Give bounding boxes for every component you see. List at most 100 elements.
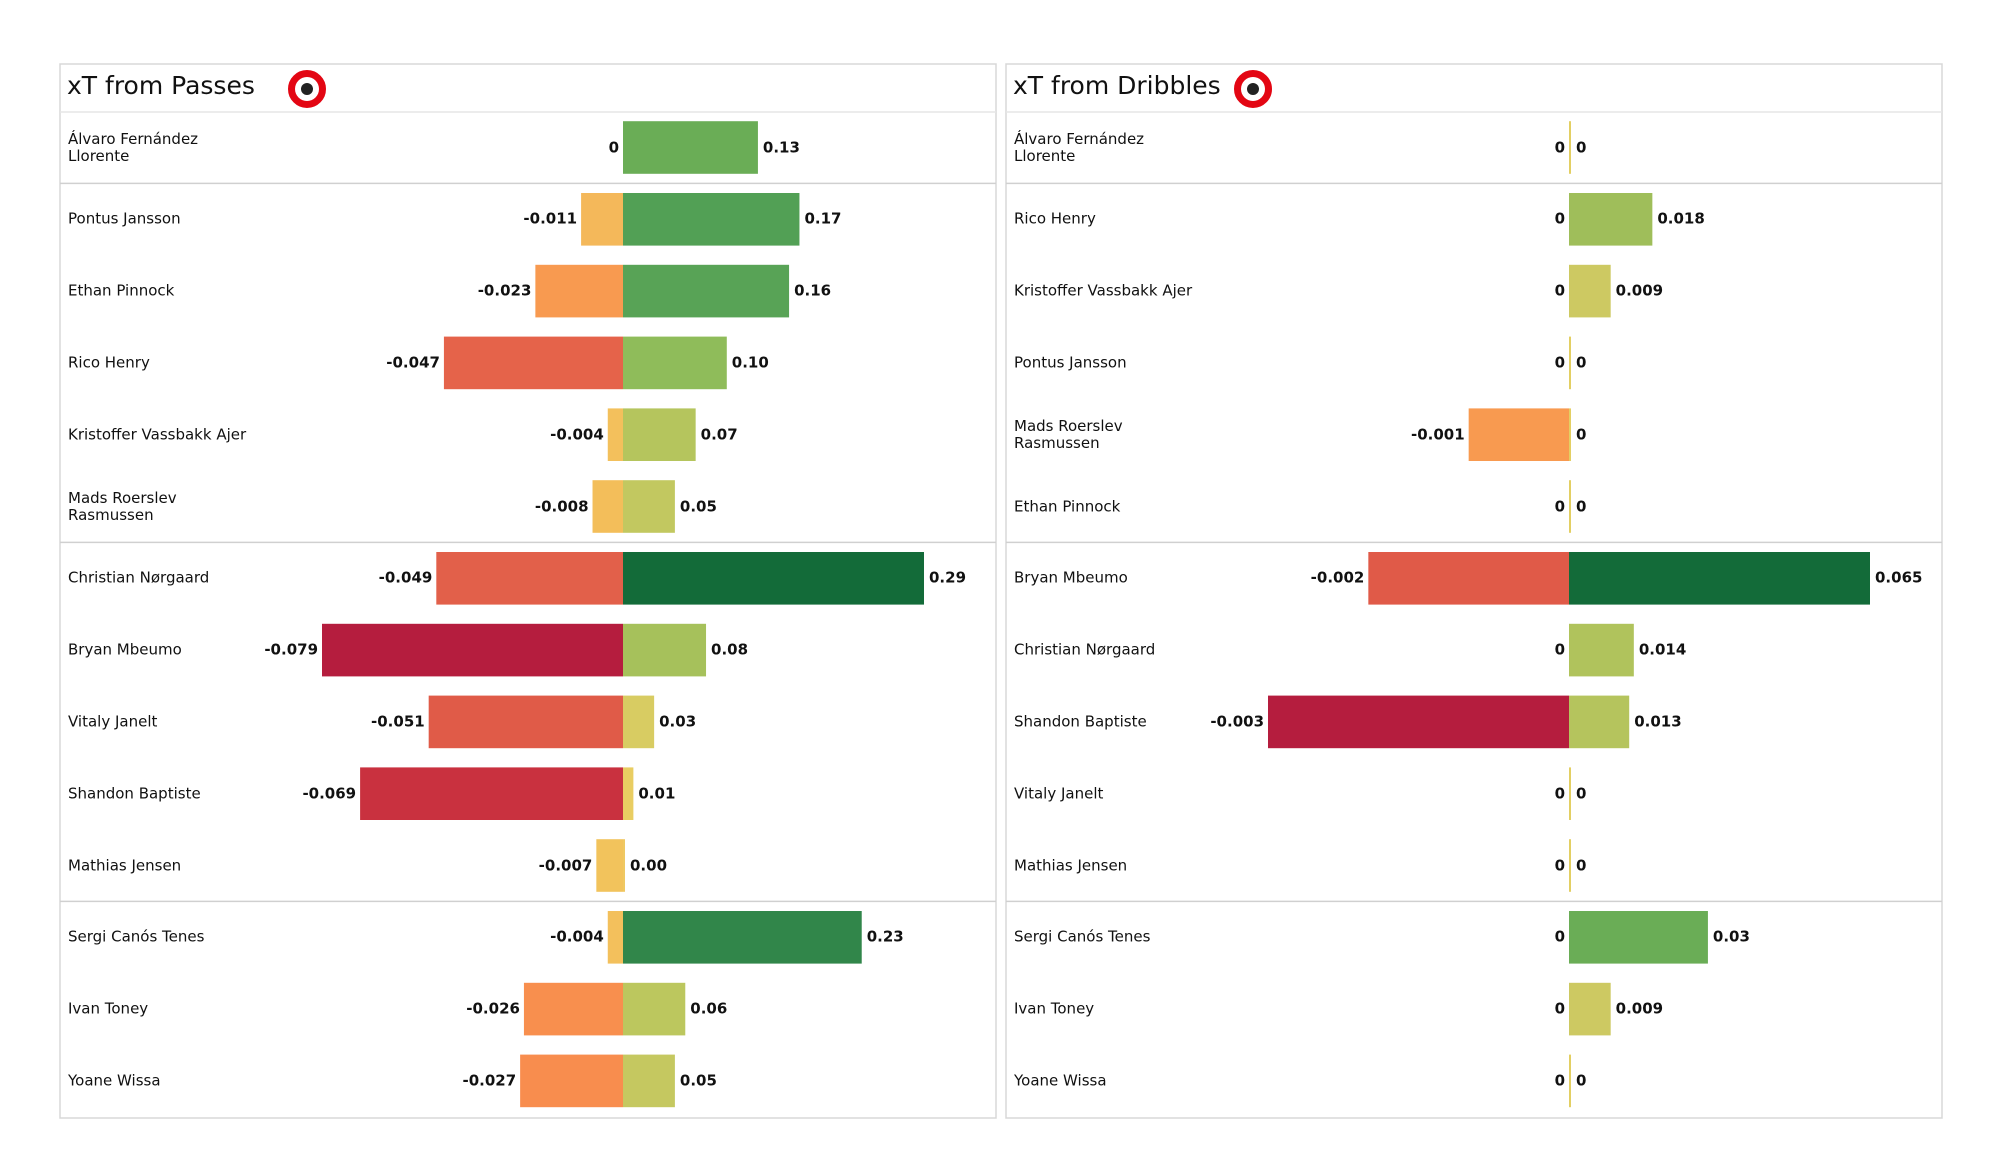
positive-bar	[623, 911, 862, 964]
positive-bar	[1569, 982, 1611, 1036]
value-label: -0.051	[371, 712, 425, 731]
value-label: 0.10	[731, 353, 769, 372]
player-name: Mathias Jensen	[1014, 855, 1128, 874]
team-logo-bee	[1247, 83, 1259, 95]
value-label: -0.002	[1310, 568, 1365, 587]
value-label: 0.05	[679, 1071, 717, 1090]
value-label: 0	[1576, 353, 1587, 372]
player-name: Yoane Wissa	[1014, 1071, 1107, 1090]
value-label: -0.023	[477, 281, 532, 300]
positive-bar	[623, 982, 686, 1036]
value-label: 0.29	[929, 568, 967, 587]
positive-bar	[623, 839, 625, 892]
value-label: 0	[1554, 999, 1565, 1018]
positive-bar	[623, 767, 634, 820]
value-label: 0	[1554, 137, 1565, 156]
positive-bar	[1569, 336, 1571, 390]
value-label: 0.065	[1875, 568, 1923, 587]
value-label: 0	[1554, 640, 1565, 659]
value-label: -0.001	[1411, 425, 1465, 444]
value-label: 0.03	[659, 712, 697, 731]
positive-bar	[1569, 552, 1870, 605]
value-label: 0	[1554, 496, 1565, 515]
negative-bar	[360, 767, 623, 820]
player-name: Rico Henry	[68, 353, 150, 372]
player-name: Christian Nørgaard	[1014, 640, 1156, 659]
player-name: Bryan Mbeumo	[1014, 568, 1128, 587]
value-label: 0	[1576, 784, 1587, 803]
negative-bar	[428, 695, 623, 749]
player-name: Vitaly Janelt	[68, 712, 158, 731]
player-name: Kristoffer Vassbakk Ajer	[1014, 281, 1193, 300]
value-label: 0	[1554, 1071, 1565, 1090]
value-label: 0	[1554, 784, 1565, 803]
player-name: Bryan Mbeumo	[68, 640, 182, 659]
value-label: -0.004	[550, 425, 604, 444]
value-label: 0.00	[630, 855, 668, 874]
value-label: -0.047	[386, 353, 440, 372]
positive-bar	[1569, 264, 1611, 318]
positive-bar	[623, 480, 675, 533]
positive-bar	[1569, 767, 1571, 820]
value-label: 0	[608, 137, 619, 156]
team-logo-bee	[301, 83, 313, 95]
value-label: 0.13	[762, 137, 800, 156]
player-name: Sergi Canós Tenes	[68, 927, 205, 946]
player-name: Christian Nørgaard	[68, 568, 210, 587]
negative-bar	[436, 552, 623, 605]
negative-bar	[520, 1054, 623, 1108]
value-label: 0	[1554, 353, 1565, 372]
negative-bar	[443, 336, 623, 390]
positive-bar	[1569, 1054, 1571, 1108]
value-label: 0	[1576, 855, 1587, 874]
positive-bar	[1569, 121, 1571, 174]
positive-bar	[1569, 695, 1630, 749]
value-label: 0.03	[1712, 927, 1750, 946]
positive-bar	[623, 121, 758, 174]
positive-bar	[1569, 480, 1571, 533]
positive-bar	[623, 336, 727, 390]
negative-bar	[1268, 695, 1569, 749]
player-name: Ivan Toney	[68, 999, 149, 1018]
player-name: Vitaly Janelt	[1014, 784, 1104, 803]
value-label: 0.23	[866, 927, 904, 946]
value-label: 0.06	[690, 999, 728, 1018]
positive-bar	[1569, 193, 1653, 246]
player-name: Rico Henry	[1014, 209, 1096, 228]
positive-bar	[623, 264, 790, 318]
player-name: Kristoffer Vassbakk Ajer	[68, 425, 247, 444]
value-label: -0.007	[538, 855, 593, 874]
value-label: 0	[1576, 137, 1587, 156]
negative-bar	[1368, 552, 1569, 605]
negative-bar	[581, 193, 623, 246]
value-label: 0.05	[679, 496, 717, 515]
positive-bar	[1569, 408, 1571, 461]
panel-border	[1005, 63, 1943, 1119]
value-label: -0.027	[462, 1071, 517, 1090]
value-label: 0.07	[700, 425, 738, 444]
player-name: Shandon Baptiste	[68, 784, 201, 803]
value-label: 0	[1554, 927, 1565, 946]
player-name: Pontus Jansson	[1014, 353, 1127, 372]
player-name: Álvaro Fernández Llorente	[1014, 129, 1145, 165]
value-label: 0	[1554, 855, 1565, 874]
value-label: 0	[1576, 425, 1587, 444]
negative-bar	[1468, 408, 1569, 461]
player-name: Pontus Jansson	[68, 209, 181, 228]
player-name: Álvaro Fernández Llorente	[68, 129, 199, 165]
value-label: 0.013	[1634, 712, 1682, 731]
positive-bar	[1569, 623, 1634, 677]
value-label: -0.011	[523, 209, 578, 228]
value-label: -0.049	[378, 568, 433, 587]
negative-bar	[596, 839, 623, 892]
positive-bar	[623, 408, 696, 461]
negative-bar	[535, 264, 623, 318]
value-label: 0.018	[1657, 209, 1705, 228]
player-name: Ethan Pinnock	[1014, 496, 1121, 515]
player-name: Ethan Pinnock	[68, 281, 175, 300]
value-label: 0	[1554, 281, 1565, 300]
value-label: 0	[1576, 1071, 1587, 1090]
value-label: -0.003	[1210, 712, 1264, 731]
